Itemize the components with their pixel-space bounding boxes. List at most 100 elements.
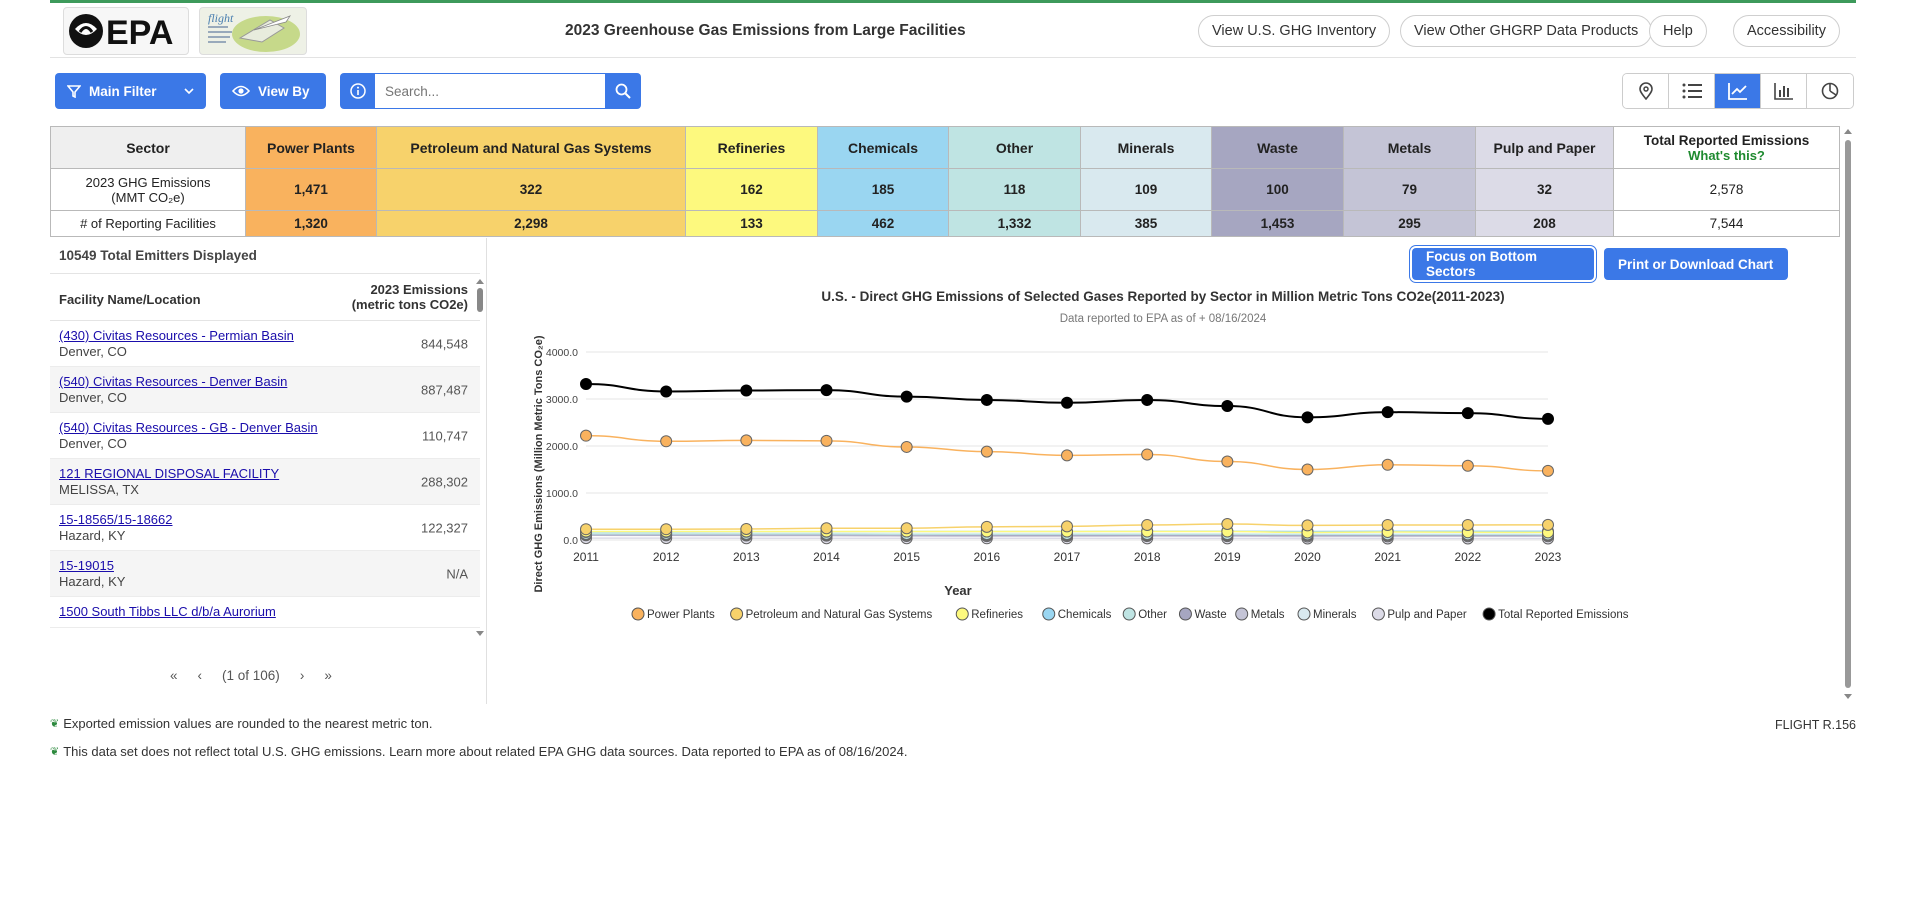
whats-this-link[interactable]: What's this?	[1688, 147, 1765, 163]
chart-title: U.S. - Direct GHG Emissions of Selected …	[821, 289, 1504, 304]
legend-marker	[730, 607, 744, 621]
page-indicator: (1 of 106)	[222, 667, 280, 683]
data-point	[580, 429, 592, 442]
main-filter-button[interactable]: Main Filter	[55, 73, 206, 109]
facility-emissions: N/A	[446, 566, 468, 581]
map-view-button[interactable]	[1623, 74, 1669, 108]
legend-marker	[1042, 607, 1056, 621]
sector-header-label: Sector	[50, 126, 246, 169]
sector-metals[interactable]: Metals	[1343, 126, 1476, 169]
data-point	[980, 520, 993, 533]
legend-marker	[1235, 607, 1249, 621]
next-page-icon[interactable]: ›	[299, 667, 305, 683]
facility-emissions: 288,302	[421, 474, 468, 489]
list-scrollbar-track	[476, 279, 484, 636]
data-point	[660, 385, 673, 398]
sector-petroleum-gas[interactable]: Petroleum and Natural Gas Systems	[376, 126, 686, 169]
facility-location: Hazard, KY	[59, 528, 126, 543]
data-point	[660, 435, 673, 448]
facilities-waste: 1,453	[1211, 210, 1344, 237]
list-item: 15-19015 Hazard, KY N/A	[50, 551, 480, 597]
sector-power-plants[interactable]: Power Plants	[245, 126, 377, 169]
data-point	[1542, 412, 1554, 425]
list-scrollbar[interactable]	[474, 276, 486, 642]
sector-waste[interactable]: Waste	[1211, 126, 1344, 169]
emissions-row-label: 2023 GHG Emissions (MMT CO₂e)	[50, 168, 246, 211]
top-accent-line	[50, 0, 1856, 3]
facility-link[interactable]: 15-18565/15-18662	[59, 512, 173, 527]
facility-link[interactable]: (540) Civitas Resources - GB - Denver Ba…	[59, 420, 318, 435]
legend-label: Pulp and Paper	[1387, 609, 1466, 621]
x-tick-label: 2017	[1054, 550, 1081, 564]
epa-logo[interactable]: EPA	[63, 7, 189, 55]
legend-item[interactable]: Pulp and Paper	[1371, 607, 1467, 621]
sector-total: Total Reported Emissions What's this?	[1613, 126, 1840, 169]
first-page-icon[interactable]: «	[170, 667, 178, 683]
facilities-other: 1,332	[948, 210, 1081, 237]
legend-item[interactable]: Total Reported Emissions	[1482, 607, 1629, 621]
facility-link[interactable]: 15-19015	[59, 558, 114, 573]
search-icon	[615, 83, 631, 99]
emissions-refineries: 162	[685, 168, 818, 211]
search-button[interactable]	[605, 73, 641, 109]
data-point	[1061, 449, 1073, 462]
emissions-pulp-paper: 32	[1475, 168, 1614, 211]
facilities-power-plants: 1,320	[245, 210, 377, 237]
list-view-button[interactable]	[1669, 74, 1715, 108]
legend-marker	[1371, 607, 1385, 621]
facility-link[interactable]: (430) Civitas Resources - Permian Basin	[59, 328, 294, 343]
footnote-rounding: ❦ Exported emission values are rounded t…	[50, 716, 432, 731]
accessibility-button[interactable]: Accessibility	[1733, 15, 1840, 47]
legend-item[interactable]: Waste	[1178, 607, 1227, 621]
view-other-products-button[interactable]: View Other GHGRP Data Products	[1400, 15, 1653, 47]
focus-bottom-sectors-button[interactable]: Focus on Bottom Sectors	[1412, 248, 1594, 280]
flight-logo[interactable]: flight	[199, 7, 307, 55]
trend-view-button[interactable]	[1715, 74, 1761, 108]
data-point	[740, 434, 753, 447]
column-facility-name[interactable]: Facility Name/Location	[59, 292, 201, 307]
prev-page-icon[interactable]: ‹	[197, 667, 203, 683]
column-emissions-line2: (metric tons CO2e)	[351, 297, 468, 312]
legend-item[interactable]: Minerals	[1297, 607, 1357, 621]
facilities-total: 7,544	[1613, 210, 1840, 237]
view-ghg-inventory-button[interactable]: View U.S. GHG Inventory	[1198, 15, 1391, 47]
emissions-minerals: 109	[1080, 168, 1212, 211]
legend-item[interactable]: Petroleum and Natural Gas Systems	[730, 607, 933, 621]
facility-link[interactable]: 121 REGIONAL DISPOSAL FACILITY	[59, 466, 280, 481]
facilities-refineries: 133	[685, 210, 818, 237]
sector-minerals[interactable]: Minerals	[1080, 126, 1212, 169]
sector-chemicals[interactable]: Chemicals	[817, 126, 949, 169]
bar-view-button[interactable]	[1761, 74, 1807, 108]
sector-refineries[interactable]: Refineries	[685, 126, 818, 169]
facilities-minerals: 385	[1080, 210, 1212, 237]
legend-item[interactable]: Metals	[1235, 607, 1285, 621]
sector-other[interactable]: Other	[948, 126, 1081, 169]
x-tick-label: 2012	[653, 550, 680, 564]
chart-legend: Power Plants Petroleum and Natural Gas Sy…	[631, 607, 1629, 621]
chart-series	[580, 377, 1554, 545]
column-emissions[interactable]: 2023 Emissions (metric tons CO2e)	[352, 282, 468, 312]
sector-pulp-paper[interactable]: Pulp and Paper	[1475, 126, 1614, 169]
facility-link[interactable]: 1500 South Tibbs LLC d/b/a Aurorium	[59, 604, 276, 619]
view-by-button[interactable]: View By	[220, 73, 326, 109]
search-input[interactable]	[375, 73, 605, 109]
print-download-chart-button[interactable]: Print or Download Chart	[1604, 248, 1788, 280]
legend-label: Power Plants	[647, 609, 715, 621]
legend-label: Minerals	[1313, 609, 1357, 621]
facility-emissions: 887,487	[421, 382, 468, 397]
legend-item[interactable]: Chemicals	[1042, 607, 1112, 621]
facility-location: Denver, CO	[59, 344, 127, 359]
x-tick-label: 2011	[573, 550, 599, 564]
list-icon	[1682, 83, 1702, 99]
legend-item[interactable]: Power Plants	[631, 607, 715, 621]
facility-link[interactable]: (540) Civitas Resources - Denver Basin	[59, 374, 288, 389]
legend-item[interactable]: Other	[1122, 607, 1167, 621]
legend-item[interactable]: Refineries	[955, 607, 1023, 621]
help-button[interactable]: Help	[1649, 15, 1707, 47]
facilities-petroleum-gas: 2,298	[376, 210, 686, 237]
search-info-button[interactable]	[340, 73, 376, 109]
last-page-icon[interactable]: »	[324, 667, 332, 683]
emissions-power-plants: 1,471	[245, 168, 377, 211]
pie-view-button[interactable]	[1807, 74, 1853, 108]
page-scrollbar[interactable]	[1842, 126, 1854, 704]
